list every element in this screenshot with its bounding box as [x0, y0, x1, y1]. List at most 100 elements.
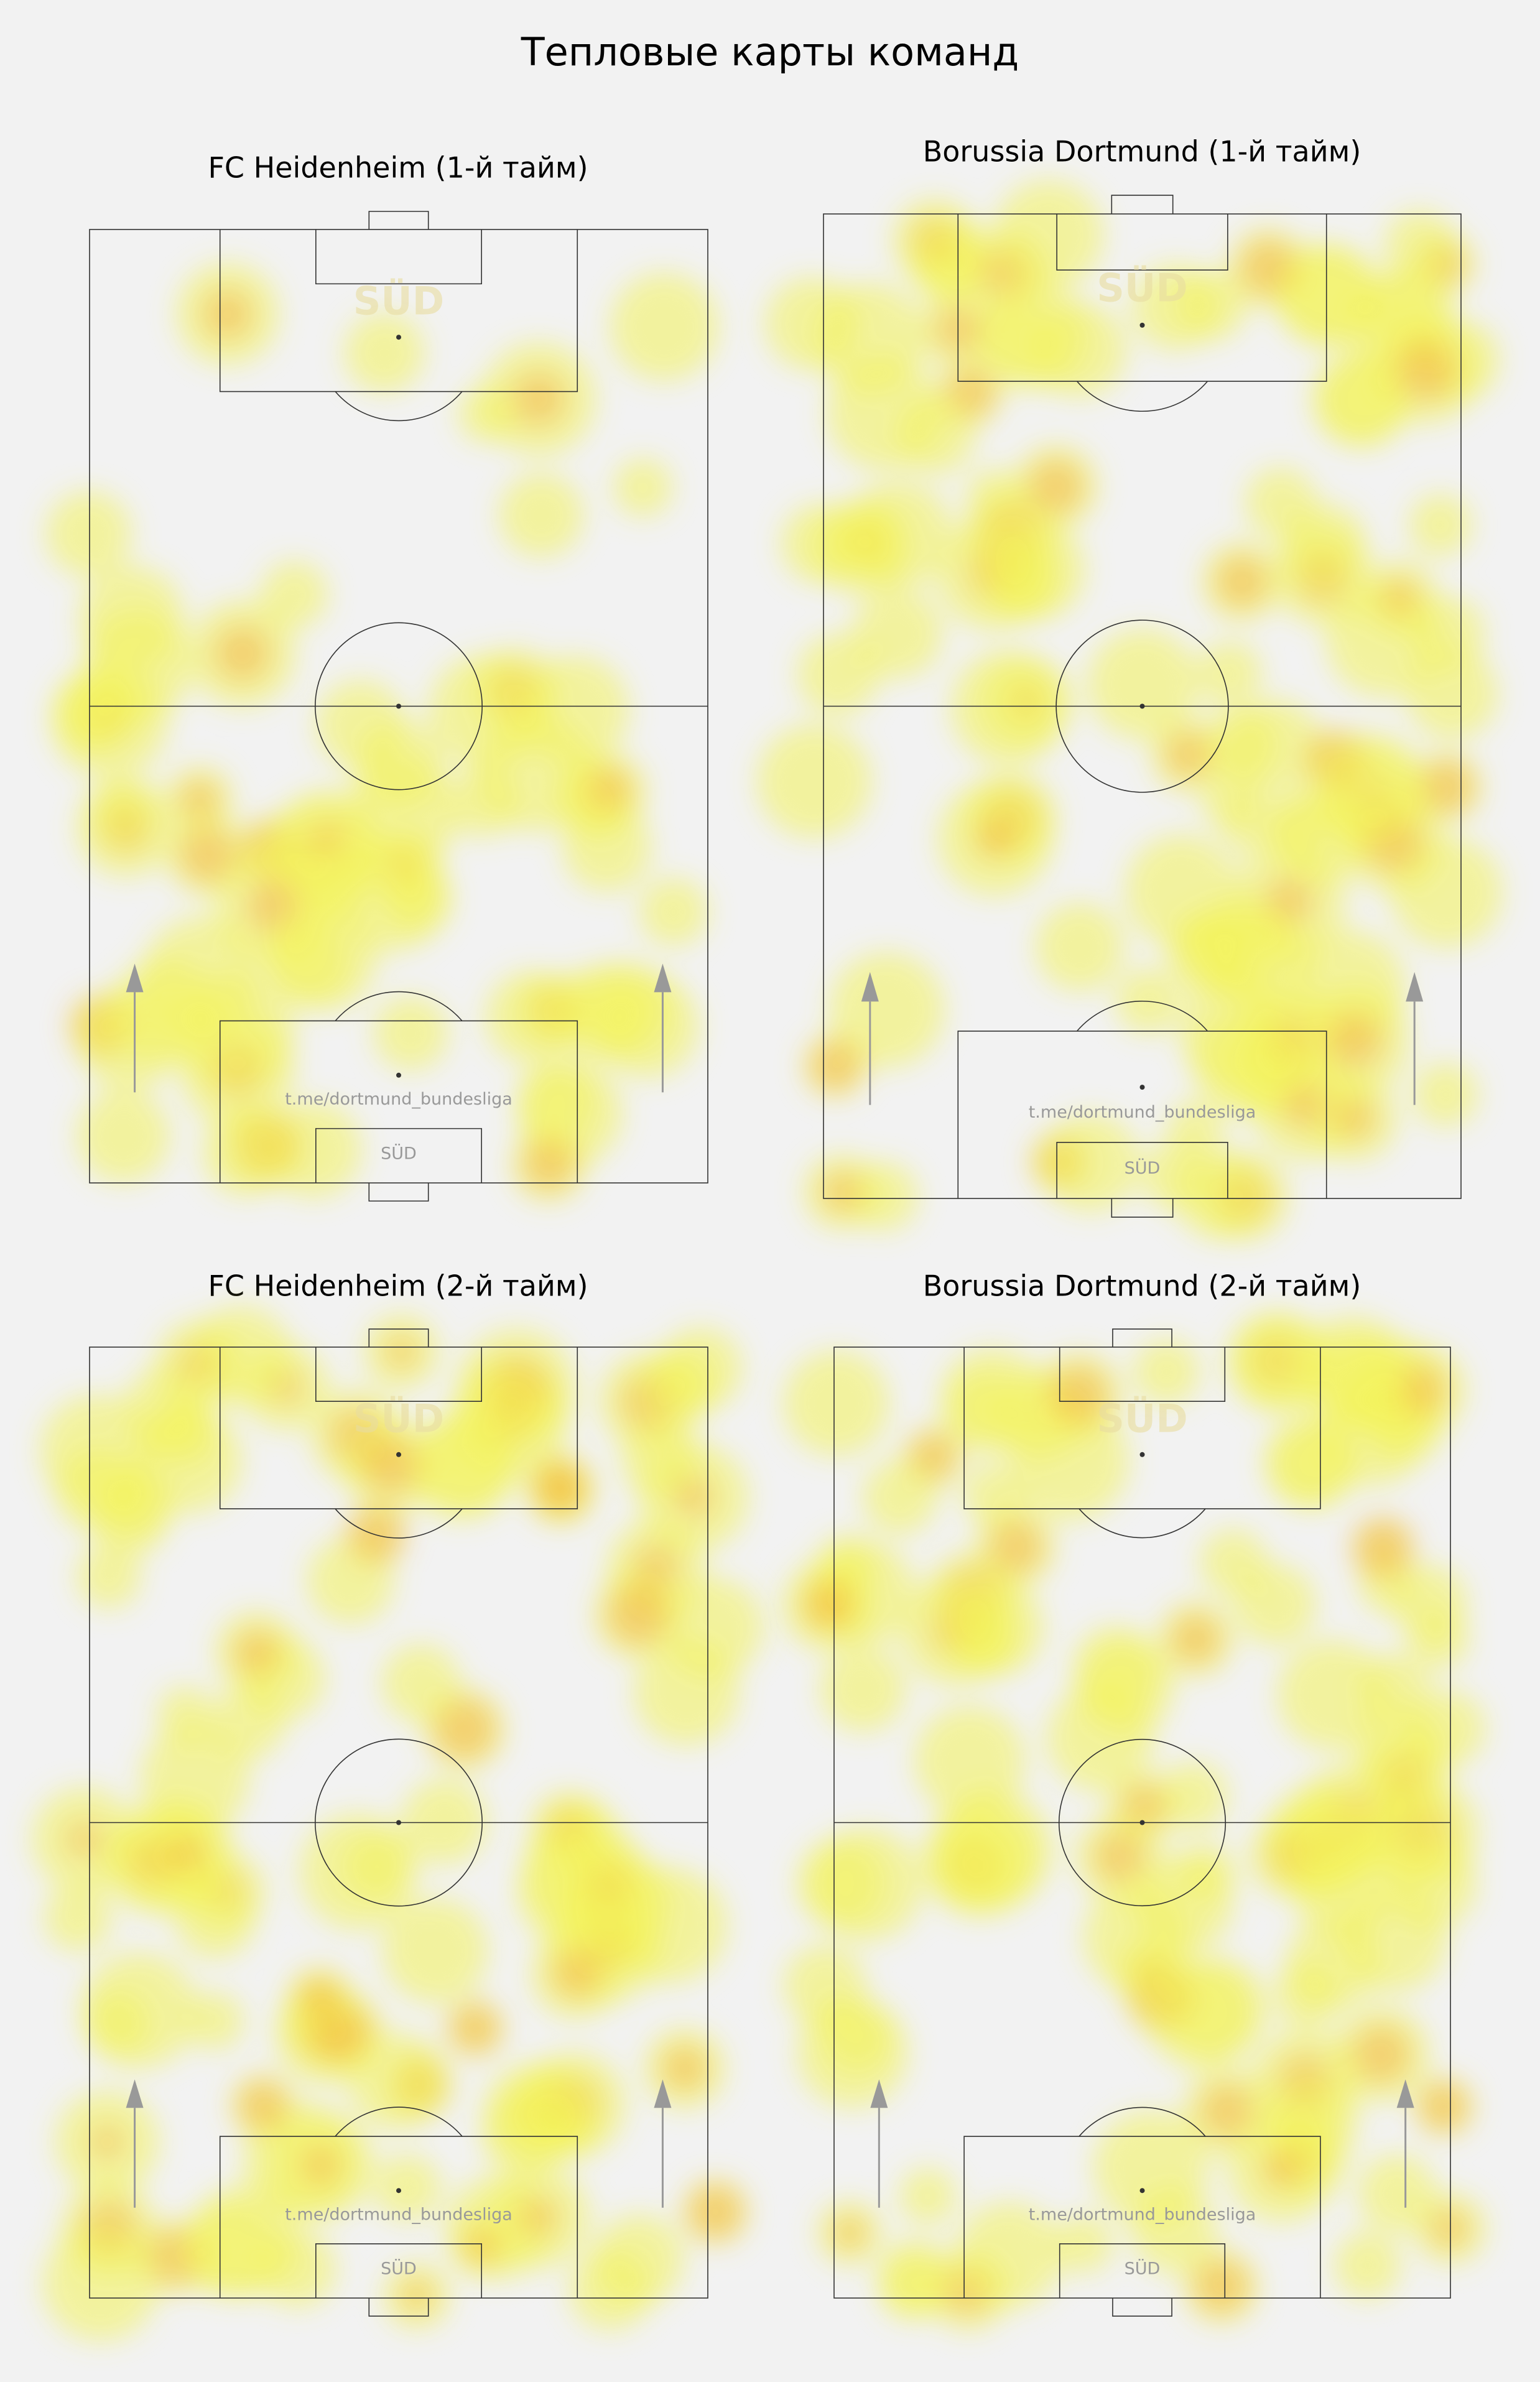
penalty-spot	[396, 1452, 401, 1457]
heat-blob	[261, 561, 328, 628]
heat-blob	[1141, 1142, 1208, 1210]
heat-blob	[562, 1848, 671, 1957]
heat-blob	[86, 1991, 149, 2055]
goal	[1112, 1328, 1172, 1347]
heat-core	[302, 2146, 340, 2185]
penalty-box	[219, 229, 578, 392]
heat-core	[434, 1698, 496, 1760]
pitch-panel: FC Heidenheim (1-й тайм) SÜD t.me/dortmund…	[45, 151, 718, 1202]
penalty-spot	[1139, 1452, 1145, 1457]
heat-blob	[123, 1367, 207, 1450]
heat-blob	[863, 1460, 937, 1535]
heat-core	[1335, 1099, 1375, 1138]
six-yard-box	[315, 229, 482, 285]
watermark-link: t.me/dortmund_bundesliga	[285, 2205, 513, 2224]
center-circle	[315, 1738, 483, 1907]
center-spot	[396, 1820, 401, 1825]
heat-core	[1382, 580, 1417, 615]
heat-blob	[373, 996, 448, 1071]
heat-blob	[1312, 351, 1406, 446]
heat-blob	[1360, 1788, 1451, 1879]
heat-blob	[950, 650, 1065, 766]
heat-blob	[783, 1350, 889, 1457]
heat-blob	[947, 1578, 1044, 1676]
pitch-panel: Borussia Dortmund (2-й тайм) SÜD t.me/dort…	[782, 1269, 1486, 2332]
heat-core	[172, 1837, 205, 1870]
heat-blob	[499, 473, 583, 558]
heat-blob	[1083, 1883, 1192, 1993]
heat-core	[822, 1172, 861, 1212]
heat-blob	[52, 674, 131, 752]
heat-blob	[407, 1412, 515, 1520]
heat-blob	[1355, 1703, 1443, 1791]
six-yard-box	[1059, 2243, 1226, 2298]
six-yard-box	[1056, 1141, 1228, 1198]
heat-core	[450, 2003, 500, 2054]
heat-blob	[1176, 270, 1247, 341]
heat-blob	[984, 519, 1086, 621]
watermark-link: t.me/dortmund_bundesliga	[1029, 2205, 1256, 2224]
heat-blob	[550, 966, 645, 1062]
heat-blob	[381, 1644, 460, 1723]
heat-blob	[111, 958, 216, 1064]
heat-blob	[185, 1991, 244, 2051]
heat-core	[1095, 1832, 1144, 1882]
arrow-head	[861, 971, 879, 1002]
heat-core	[67, 1822, 102, 1857]
heat-core	[386, 1336, 417, 1368]
heat-blob	[448, 767, 517, 838]
heat-core	[1194, 2259, 1249, 2314]
six-yard-box	[315, 1128, 482, 1183]
heat-blob	[40, 1394, 153, 1508]
heat-core	[990, 1520, 1043, 1573]
heat-blob	[822, 2003, 891, 2072]
penalty-spot	[1139, 1085, 1145, 1090]
arrow-head	[1406, 971, 1424, 1002]
heat-blob	[955, 2202, 1062, 2309]
watermark-badge: SÜD	[1125, 1158, 1161, 1178]
penalty-box	[957, 1031, 1327, 1198]
center-circle	[1055, 619, 1229, 793]
penalty-arc	[1078, 2106, 1206, 2137]
heat-blob	[639, 1349, 715, 1425]
heat-blob	[639, 878, 708, 947]
watermark-link: t.me/dortmund_bundesliga	[285, 1090, 513, 1109]
heat-core	[1216, 556, 1268, 608]
heat-blob	[976, 280, 1087, 391]
penalty-box	[219, 1020, 578, 1183]
heat-core	[522, 1138, 575, 1191]
heatmap	[756, 180, 1503, 1241]
heat-core	[401, 2279, 433, 2312]
heat-blob	[1406, 648, 1498, 739]
heat-blob	[1179, 973, 1296, 1090]
heat-blob	[42, 2225, 159, 2342]
arrow-head	[126, 2079, 144, 2108]
panel-title: Borussia Dortmund (2-й тайм)	[923, 1269, 1361, 1303]
heat-core	[1394, 340, 1456, 401]
heat-blob	[299, 1813, 417, 1930]
arrow-head	[654, 963, 672, 993]
logo-text: SÜD	[353, 1396, 444, 1441]
penalty-spot	[1139, 322, 1145, 328]
heat-blob	[1035, 902, 1125, 991]
heat-blob	[1264, 1417, 1354, 1507]
six-yard-box	[1056, 214, 1228, 271]
heatmap	[782, 1312, 1486, 2332]
heat-blob	[383, 1898, 488, 2004]
heat-blob	[266, 919, 350, 1002]
panel-title: Borussia Dortmund (1-й тайм)	[923, 135, 1361, 169]
heat-blob	[1087, 629, 1199, 740]
center-circle	[1058, 1738, 1227, 1907]
heat-core	[203, 289, 253, 339]
heat-blob	[1358, 2154, 1436, 2233]
heat-blob	[1245, 467, 1317, 539]
heat-blob	[1384, 210, 1455, 282]
heat-blob	[914, 1705, 1026, 1817]
arrow-head	[126, 963, 144, 993]
heat-blob	[1295, 1316, 1409, 1430]
heat-blob	[1072, 1626, 1160, 1713]
penalty-arc	[1078, 1508, 1206, 1539]
goal	[368, 1328, 429, 1347]
logo-text: SÜD	[1097, 266, 1187, 311]
goal	[1112, 2298, 1172, 2317]
